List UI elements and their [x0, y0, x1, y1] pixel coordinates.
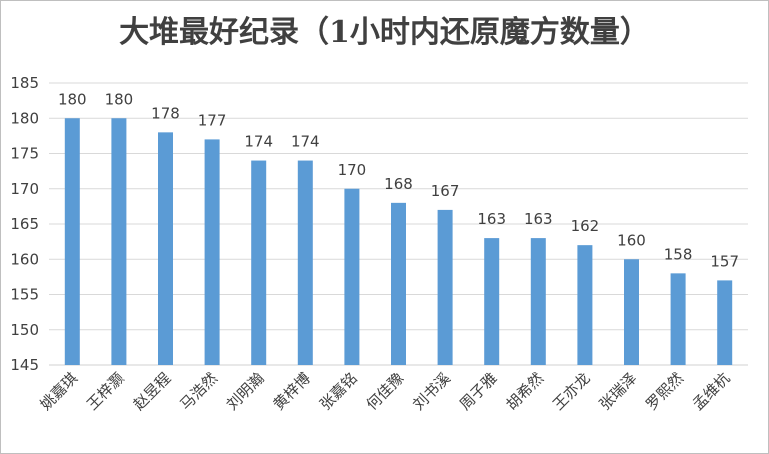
y-tick-label: 150	[10, 321, 39, 339]
x-category-label: 赵昱程	[130, 369, 175, 414]
x-category-label: 何佳豫	[363, 369, 408, 414]
data-labels: 180 180 178 177 174 174 170 168 167 163 163 162 160 1…	[58, 90, 739, 270]
bar	[64, 118, 80, 365]
bar	[391, 202, 406, 365]
x-category-label: 胡希然	[503, 369, 548, 414]
bar	[297, 160, 313, 365]
x-category-label: 刘明瀚	[223, 369, 268, 414]
y-tick-label: 165	[10, 215, 39, 233]
y-tick-label: 160	[10, 250, 39, 268]
y-tick-label: 180	[10, 109, 39, 127]
x-category-label: 刘书溪	[409, 369, 454, 414]
bars	[64, 118, 733, 365]
x-category-label: 罗熙然	[642, 369, 687, 414]
data-label: 174	[291, 133, 320, 151]
data-label: 163	[524, 210, 553, 228]
chart-title: 大堆最好纪录（1小时内还原魔方数量）	[119, 15, 650, 50]
y-tick-label: 145	[10, 356, 39, 374]
x-category-label: 张嘉铭	[316, 369, 361, 414]
data-label: 160	[617, 231, 646, 249]
bar	[111, 118, 127, 365]
y-tick-label: 170	[10, 180, 39, 198]
y-axis-tick-labels: 145 150 155 160 165 170 175 180 185	[10, 74, 39, 374]
data-label: 174	[244, 133, 273, 151]
data-label: 158	[664, 245, 693, 263]
x-category-label: 张瑞泽	[596, 369, 641, 414]
x-category-label: 马浩然	[176, 369, 221, 414]
data-label: 157	[710, 252, 739, 270]
bar	[484, 238, 500, 365]
bar	[204, 139, 220, 365]
bar	[251, 160, 267, 365]
data-label: 167	[431, 182, 460, 200]
x-category-label: 姚嘉琪	[37, 369, 82, 414]
data-label: 180	[58, 90, 87, 108]
x-category-label: 王亦龙	[549, 369, 594, 414]
data-label: 163	[477, 210, 506, 228]
data-label: 177	[198, 111, 227, 129]
data-label: 162	[571, 217, 600, 235]
x-category-label: 孟维杭	[689, 369, 734, 414]
y-tick-label: 155	[10, 286, 39, 304]
bar	[530, 238, 546, 365]
bar	[577, 245, 593, 365]
bar	[717, 280, 733, 365]
data-label: 170	[338, 161, 367, 179]
x-category-label: 王梓灏	[83, 369, 128, 414]
data-label: 178	[151, 104, 180, 122]
y-tick-label: 175	[10, 145, 39, 163]
x-category-label: 周子雅	[456, 369, 501, 414]
data-label: 168	[384, 175, 413, 193]
y-tick-label: 185	[10, 74, 39, 92]
bar	[344, 188, 360, 365]
data-label: 180	[105, 90, 134, 108]
x-category-label: 黄梓博	[270, 369, 315, 414]
bar	[158, 132, 173, 365]
bar	[437, 209, 453, 365]
bar	[670, 273, 686, 365]
x-axis-category-labels: 姚嘉琪 王梓灏 赵昱程 马浩然 刘明瀚 黄梓博 张嘉铭 何佳豫 刘书溪 周子雅 胡希然 王亦龙 张瑞泽罗…	[37, 369, 734, 414]
bar	[624, 259, 639, 365]
